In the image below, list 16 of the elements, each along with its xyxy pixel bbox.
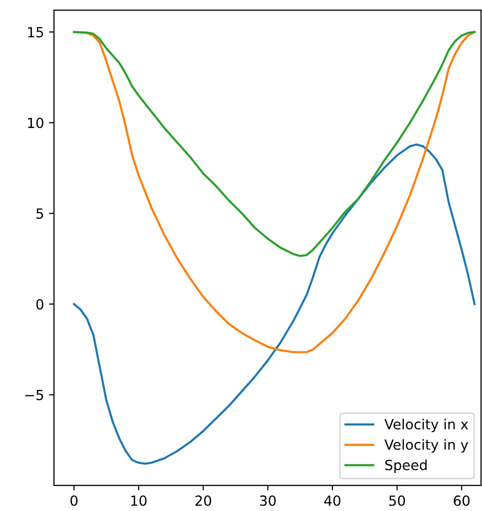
y-tick-label: 15 [28, 27, 44, 38]
x-tick-label: 30 [260, 495, 276, 506]
x-tick-label: 60 [454, 495, 470, 506]
legend-label: Speed [385, 460, 427, 473]
y-tick-label: 5 [36, 208, 44, 219]
legend-label: Velocity in x [384, 418, 468, 432]
y-tick-label: −5 [25, 390, 44, 400]
x-tick-label: 0 [70, 495, 78, 506]
legend-label: Velocity in y [384, 439, 468, 453]
y-tick-label: 0 [36, 299, 44, 310]
line-series [72, 30, 476, 258]
x-tick-label: 40 [324, 495, 340, 506]
x-tick-label: 20 [195, 495, 212, 506]
x-tick-label: 10 [131, 495, 147, 506]
y-tick-label: 10 [28, 118, 44, 128]
x-tick-label: 50 [389, 495, 405, 506]
